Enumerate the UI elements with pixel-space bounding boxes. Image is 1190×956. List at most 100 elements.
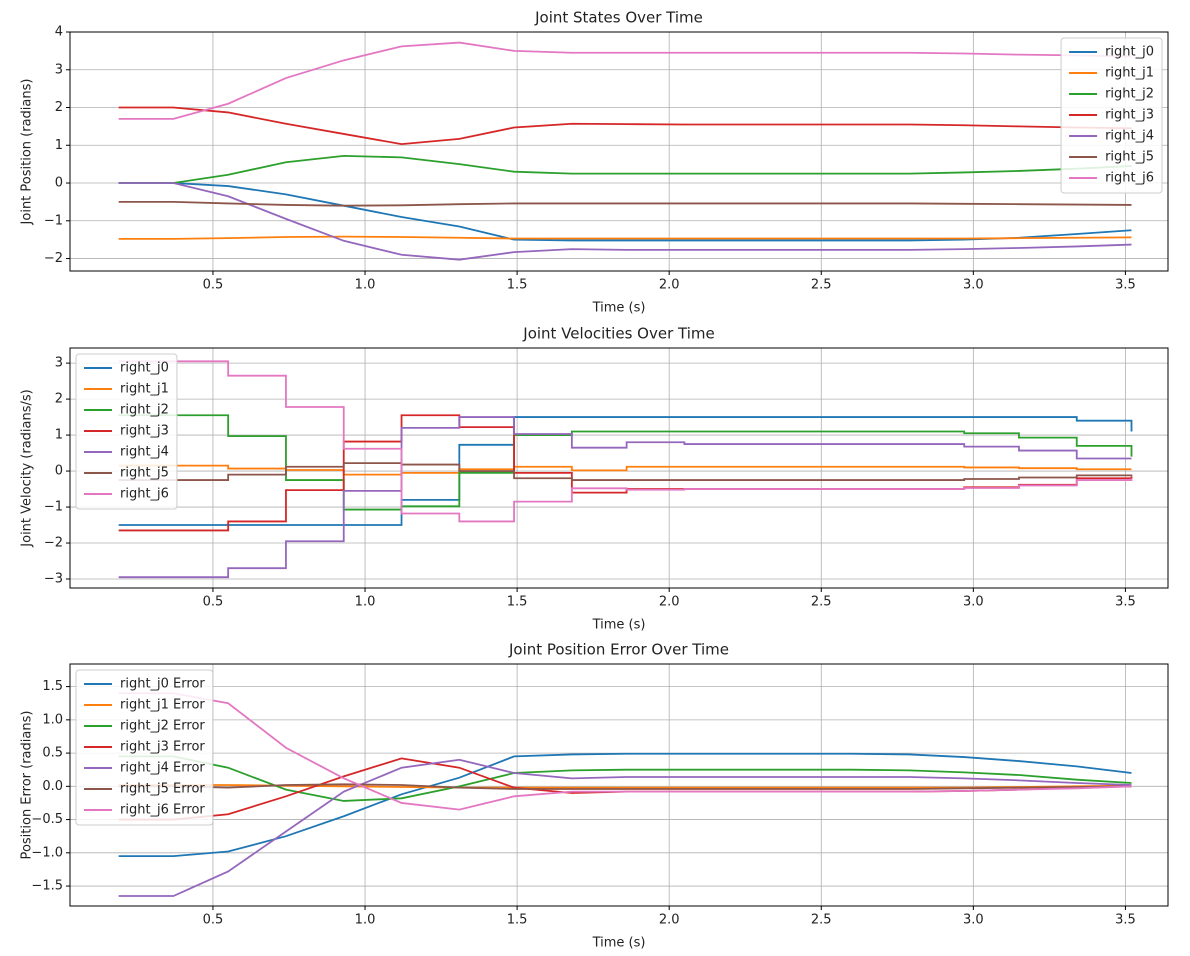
series-line xyxy=(118,783,1132,790)
y-tick-label: −0.5 xyxy=(31,812,63,827)
legend-label: right_j3 xyxy=(120,424,169,439)
series-line xyxy=(118,182,1132,242)
series-line xyxy=(118,414,1133,511)
series-line xyxy=(118,106,1132,146)
y-tick-label: 2 xyxy=(55,392,63,407)
y-tick-label: −1 xyxy=(44,500,63,515)
y-tick-label: 1 xyxy=(55,138,63,153)
x-tick-label: 2.5 xyxy=(811,595,832,610)
series-line xyxy=(118,462,1133,481)
y-tick-label: 2 xyxy=(55,100,63,115)
chart-title: Joint States Over Time xyxy=(534,9,703,27)
x-tick-label: 1.5 xyxy=(507,595,528,610)
x-tick-label: 1.0 xyxy=(355,278,376,293)
y-tick-label: 1.5 xyxy=(42,679,63,694)
y-tick-label: −2 xyxy=(44,536,63,551)
y-tick-label: 0.5 xyxy=(42,746,63,761)
series-line xyxy=(118,201,1132,207)
x-tick-label: 0.5 xyxy=(203,278,224,293)
y-tick-label: 1.0 xyxy=(42,712,63,727)
y-tick-label: 0 xyxy=(55,176,63,191)
axes-frame xyxy=(69,663,1169,907)
y-tick-label: 1 xyxy=(55,428,63,443)
legend-label: right_j1 Error xyxy=(120,698,205,713)
legend-label: right_j2 xyxy=(120,403,169,418)
legend-label: right_j0 Error xyxy=(120,677,205,692)
x-tick-label: 1.5 xyxy=(507,913,528,928)
y-axis-label: Joint Position (radians) xyxy=(20,79,35,226)
y-axis-label: Position Error (radians) xyxy=(20,711,35,860)
x-axis-label: Time (s) xyxy=(592,618,646,633)
x-tick-label: 1.0 xyxy=(355,913,376,928)
legend-label: right_j0 xyxy=(120,361,169,376)
series-line xyxy=(118,182,1132,261)
y-tick-label: −1 xyxy=(44,213,63,228)
subplot: 0.5 1.0 1.5 2.0 2.5 3.0 3.5 −3 −2 −1 0 1 2 3 Joint Vel… xyxy=(20,325,1169,633)
y-tick-label: −2 xyxy=(44,251,63,266)
legend-label: right_j0 xyxy=(1105,45,1154,60)
x-tick-label: 3.5 xyxy=(1115,278,1136,293)
y-tick-label: 4 xyxy=(55,25,63,40)
x-tick-label: 2.0 xyxy=(659,595,680,610)
legend: right_j0 Error right_j1 Error right_j2 Err… xyxy=(75,669,214,826)
legend-label: right_j4 xyxy=(120,445,169,460)
legend-label: right_j4 Error xyxy=(120,761,205,776)
series-line xyxy=(118,464,1132,476)
x-tick-label: 1.0 xyxy=(355,595,376,610)
legend-label: right_j2 xyxy=(1105,87,1154,102)
y-tick-label: −3 xyxy=(44,572,63,587)
y-tick-label: 3 xyxy=(55,62,63,77)
x-tick-label: 2.0 xyxy=(659,278,680,293)
chart-title: Joint Position Error Over Time xyxy=(508,641,729,659)
x-axis-label: Time (s) xyxy=(592,301,646,316)
legend-box xyxy=(1060,37,1163,194)
legend-label: right_j5 xyxy=(120,466,169,481)
legend-label: right_j3 xyxy=(1105,108,1154,123)
x-tick-label: 0.5 xyxy=(203,595,224,610)
y-tick-label: 0 xyxy=(55,464,63,479)
series-line xyxy=(118,41,1132,120)
series-line xyxy=(118,752,1132,858)
legend-label: right_j4 xyxy=(1105,129,1154,144)
legend-label: right_j5 xyxy=(1105,150,1154,165)
legend-label: right_j6 xyxy=(1105,171,1154,186)
x-tick-label: 0.5 xyxy=(203,913,224,928)
legend-label: right_j2 Error xyxy=(120,719,205,734)
y-tick-label: −1.5 xyxy=(31,879,63,894)
axes-frame xyxy=(69,31,1169,272)
legend-box xyxy=(75,353,178,510)
x-tick-label: 3.0 xyxy=(963,913,984,928)
axes-frame xyxy=(69,347,1169,589)
legend-label: right_j1 xyxy=(1105,66,1154,81)
x-tick-label: 2.0 xyxy=(659,913,680,928)
x-axis-label: Time (s) xyxy=(592,936,646,951)
series-line xyxy=(118,692,1132,811)
chart-title: Joint Velocities Over Time xyxy=(522,325,714,343)
legend-box xyxy=(75,669,214,826)
legend-label: right_j5 Error xyxy=(120,782,205,797)
x-tick-label: 2.5 xyxy=(811,278,832,293)
series-line xyxy=(118,416,1132,579)
series-line xyxy=(118,360,1133,523)
series-line xyxy=(118,154,1132,184)
legend: right_j0 right_j1 right_j2 right_j3 right_j4… xyxy=(1060,37,1163,194)
series-line xyxy=(118,758,1132,897)
legend-label: right_j6 xyxy=(120,487,169,502)
x-tick-label: 3.0 xyxy=(963,595,984,610)
legend-label: right_j3 Error xyxy=(120,740,205,755)
x-tick-label: 3.5 xyxy=(1115,913,1136,928)
y-tick-label: −1.0 xyxy=(31,845,63,860)
legend-label: right_j6 Error xyxy=(120,803,205,818)
subplot: 0.5 1.0 1.5 2.0 2.5 3.0 3.5 −2 −1 0 1 2 3 4 Joint Stat… xyxy=(20,9,1169,316)
legend: right_j0 right_j1 right_j2 right_j3 right_j4… xyxy=(75,353,178,510)
x-tick-label: 3.0 xyxy=(963,278,984,293)
x-tick-label: 3.5 xyxy=(1115,595,1136,610)
y-tick-label: 0.0 xyxy=(42,779,63,794)
series-line xyxy=(118,416,1133,526)
x-tick-label: 1.5 xyxy=(507,278,528,293)
y-axis-label: Joint Velocity (radians/s) xyxy=(20,389,35,547)
subplot: 0.5 1.0 1.5 2.0 2.5 3.0 3.5 −1.5 −1.0 −0.5 0.0 0.5 1… xyxy=(20,641,1169,951)
series-line xyxy=(118,755,1132,802)
